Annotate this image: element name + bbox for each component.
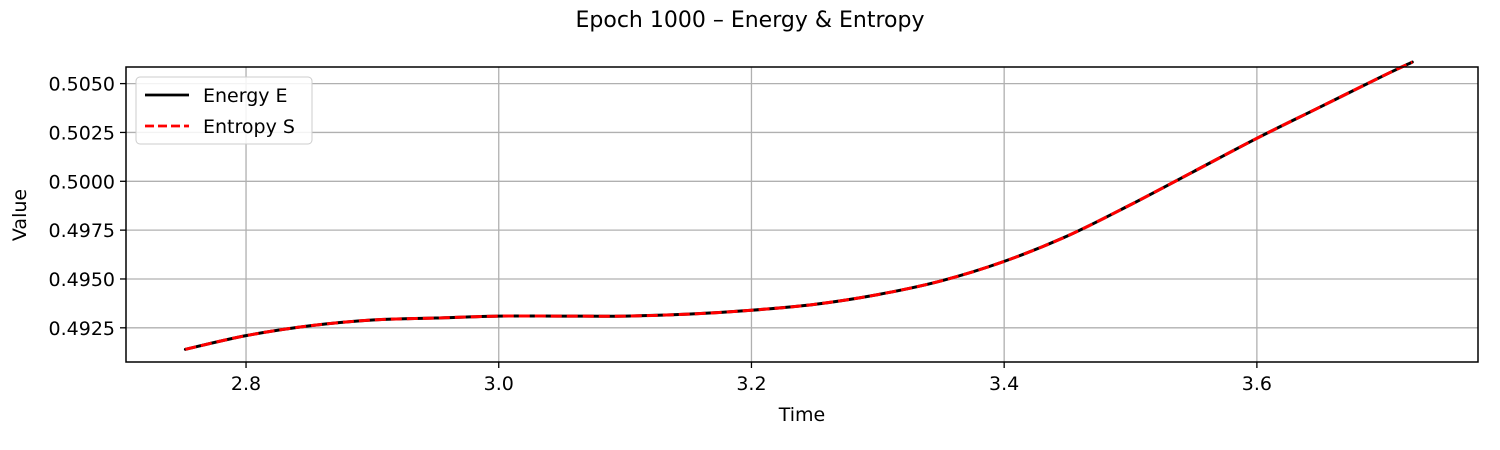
x-axis: 2.8 3.0 3.2 3.4 3.6: [231, 362, 1272, 395]
x-tick-label: 3.4: [989, 373, 1019, 395]
plot-frame: [125, 66, 1479, 363]
y-axis: 0.4925 0.4950 0.4975 0.5000 0.5025 0.5050: [49, 74, 126, 340]
legend-label-energy: Energy E: [203, 85, 288, 107]
legend-label-entropy: Entropy S: [203, 116, 295, 138]
x-tick-label: 3.2: [736, 373, 766, 395]
x-tick-label: 2.8: [231, 373, 261, 395]
y-tick-label: 0.5050: [49, 74, 115, 96]
y-tick-label: 0.4950: [49, 269, 115, 291]
y-tick-label: 0.5025: [49, 122, 115, 144]
y-axis-label: Value: [9, 189, 31, 241]
y-tick-label: 0.5000: [49, 171, 115, 193]
x-axis-label: Time: [778, 404, 826, 426]
x-tick-label: 3.6: [1242, 373, 1272, 395]
chart-title: Epoch 1000 – Energy & Entropy: [576, 8, 925, 33]
series-line-entropy: [185, 60, 1413, 351]
series-layer: [183, 60, 1414, 351]
grid: [126, 67, 1478, 362]
y-tick-label: 0.4975: [49, 220, 115, 242]
legend: Energy E Entropy S: [135, 76, 313, 145]
y-tick-label: 0.4925: [49, 318, 115, 340]
x-tick-label: 3.0: [484, 373, 514, 395]
